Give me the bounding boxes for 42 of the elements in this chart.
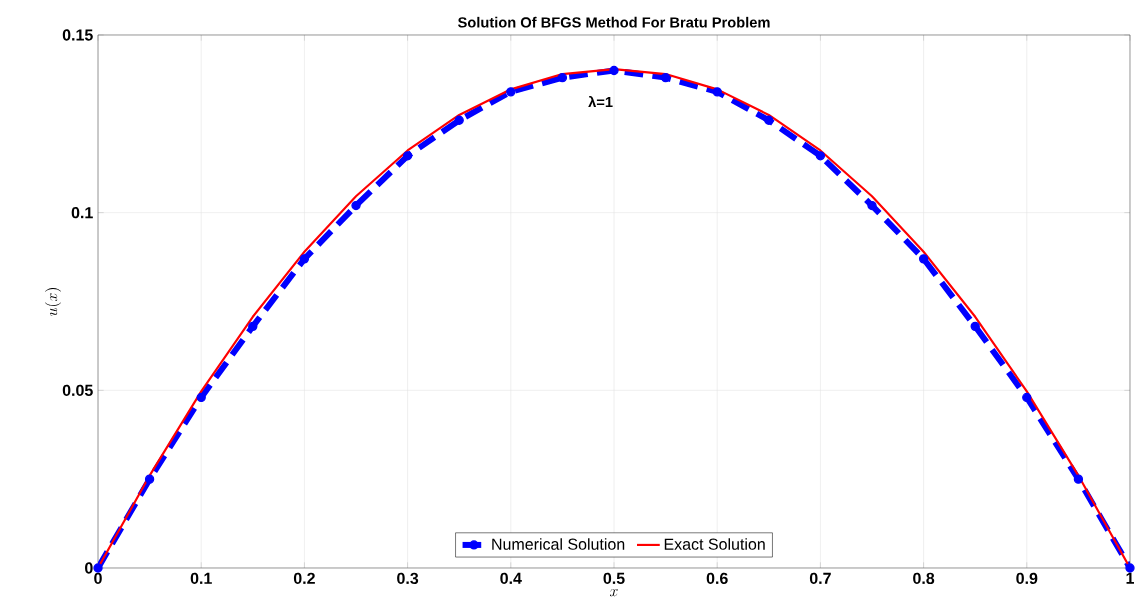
x-tick-label: 0.8 xyxy=(913,572,935,585)
x-tick-label: 0.3 xyxy=(397,572,419,585)
point xyxy=(1125,563,1135,573)
point xyxy=(609,65,619,76)
legend-label: Numerical Solution xyxy=(492,538,625,550)
point xyxy=(712,87,722,97)
x-tick-label: 0.6 xyxy=(706,572,728,585)
y-tick-label: 0.15 xyxy=(62,29,93,41)
y-axis-title: $u(x)$ xyxy=(45,288,62,317)
point xyxy=(196,392,206,403)
y-tick-label: 0 xyxy=(85,562,93,574)
point xyxy=(402,151,413,161)
point xyxy=(970,321,980,332)
point xyxy=(506,87,516,97)
point xyxy=(557,72,568,83)
point xyxy=(764,115,774,125)
annotation: λ=1 xyxy=(588,96,613,108)
x-tick-label: 0.7 xyxy=(809,572,831,585)
y-tick-label: 0.1 xyxy=(71,207,93,219)
x-tick-label: 0.9 xyxy=(1016,572,1038,585)
point xyxy=(93,563,103,573)
point xyxy=(660,72,671,83)
point xyxy=(1073,474,1084,484)
x-tick-label: 0.2 xyxy=(293,572,315,585)
y-tick-label: 0.05 xyxy=(62,384,93,396)
x-tick-label: 0 xyxy=(94,572,102,585)
x-tick-label: 0.4 xyxy=(500,572,522,585)
x-axis-title: $x$ xyxy=(609,589,618,597)
point xyxy=(918,254,929,264)
point xyxy=(867,200,877,211)
x-tick-label: 1 xyxy=(1126,572,1134,584)
chart-title: Solution Of BFGS Method For Bratu Problem xyxy=(457,16,770,28)
x-tick-label: 0.5 xyxy=(603,572,625,585)
point xyxy=(454,115,464,125)
x-tick-label: 0.1 xyxy=(190,572,212,585)
point xyxy=(815,151,826,161)
point xyxy=(299,254,310,264)
point xyxy=(144,474,155,484)
point xyxy=(351,200,361,211)
point xyxy=(1022,392,1032,403)
legend-label: Exact Solution xyxy=(664,538,765,550)
point xyxy=(248,321,258,332)
